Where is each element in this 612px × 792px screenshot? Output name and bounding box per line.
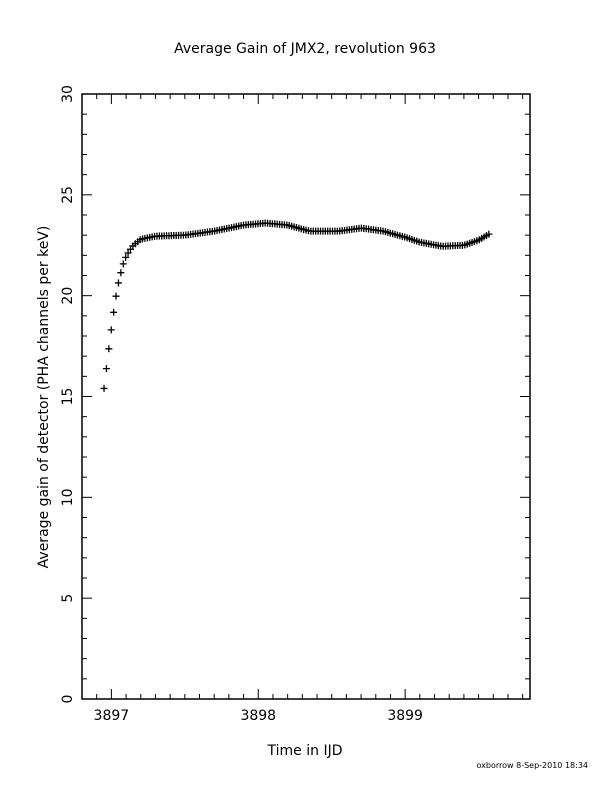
data-point xyxy=(122,253,130,261)
y-tick-label: 5 xyxy=(60,594,76,603)
x-tick-label: 3899 xyxy=(387,708,423,724)
x-tick-label: 3897 xyxy=(94,708,130,724)
x-tick-label: 3898 xyxy=(240,708,276,724)
data-point xyxy=(102,365,110,373)
data-point xyxy=(485,230,493,238)
data-point xyxy=(110,308,118,316)
data-point xyxy=(107,326,115,334)
data-point xyxy=(114,279,122,287)
y-tick-label: 15 xyxy=(60,388,76,406)
data-point xyxy=(105,345,113,353)
data-point xyxy=(124,249,132,257)
x-axis-label: Time in IJD xyxy=(267,743,343,759)
chart-title: Average Gain of JMX2, revolution 963 xyxy=(174,41,436,57)
footer-credit: oxborrow 8-Sep-2010 18:34 xyxy=(477,761,589,770)
y-tick-label: 10 xyxy=(60,488,76,506)
y-tick-label: 20 xyxy=(60,287,76,305)
y-axis-ticks: 0 5 10 15 20 25 30 xyxy=(60,85,530,703)
plot-frame xyxy=(81,93,531,700)
data-point xyxy=(117,269,125,277)
y-axis-label: Average gain of detector (PHA channels p… xyxy=(36,226,52,569)
y-tick-label: 30 xyxy=(60,85,76,103)
y-tick-label: 0 xyxy=(60,695,76,704)
x-axis-ticks: 3897 3898 3899 xyxy=(94,94,524,724)
data-points xyxy=(100,219,493,392)
y-tick-label: 25 xyxy=(60,186,76,204)
data-point xyxy=(100,384,108,392)
data-point xyxy=(119,260,127,268)
data-point xyxy=(112,292,120,300)
